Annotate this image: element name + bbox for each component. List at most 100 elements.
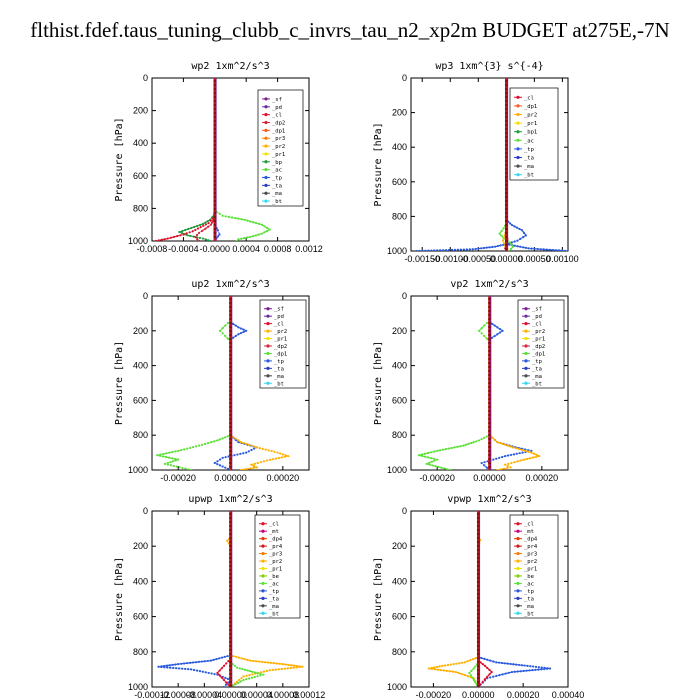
series-point-ac bbox=[437, 465, 440, 469]
series-point-pr2 bbox=[454, 670, 457, 674]
series-point-ac bbox=[249, 235, 252, 239]
zero-profile-point bbox=[504, 147, 508, 151]
series-point-tp bbox=[418, 249, 421, 251]
legend-marker bbox=[261, 596, 265, 600]
series-point-ac bbox=[224, 436, 227, 439]
zero-profile-point bbox=[213, 215, 217, 219]
series-point-ac bbox=[254, 234, 258, 237]
series-point-ac bbox=[246, 219, 249, 222]
series-point-pr2 bbox=[267, 449, 270, 452]
legend-entry: _ta bbox=[524, 156, 534, 162]
zero-profile-point bbox=[504, 115, 508, 119]
series-point-tp bbox=[500, 661, 504, 665]
zero-profile-point bbox=[476, 592, 480, 596]
series-point-pr2 bbox=[528, 457, 532, 460]
series-point-tp bbox=[172, 666, 175, 670]
series-point-ac bbox=[485, 321, 488, 325]
y-tick-label: 1000 bbox=[387, 246, 407, 256]
series-point-tp bbox=[163, 666, 166, 669]
zero-profile-point bbox=[229, 401, 232, 405]
zero-profile-point bbox=[229, 321, 232, 325]
series-line-tp bbox=[158, 519, 232, 687]
zero-profile-point bbox=[488, 429, 491, 433]
series-point-ac bbox=[172, 464, 175, 468]
legend-entry: _be bbox=[524, 574, 534, 580]
series-point-pr2 bbox=[441, 664, 444, 667]
series-point-tp bbox=[501, 455, 504, 459]
legend-entry: _sf bbox=[274, 307, 284, 313]
legend-marker bbox=[516, 596, 520, 600]
zero-profile-point bbox=[476, 600, 480, 604]
y-axis-label: Pressure [hPa] bbox=[373, 557, 384, 641]
series-point-pr2 bbox=[439, 668, 443, 672]
legend-entry: _ma bbox=[524, 164, 534, 170]
series-point-pr2 bbox=[252, 464, 256, 468]
zero-profile-point bbox=[504, 239, 508, 243]
zero-profile-point bbox=[229, 576, 232, 580]
series-point-tp bbox=[497, 661, 501, 664]
series-point-ac bbox=[235, 239, 238, 241]
zero-profile-point bbox=[476, 668, 480, 672]
series-point-ac bbox=[440, 466, 443, 469]
series-point-pr2 bbox=[280, 456, 284, 459]
legend-marker bbox=[524, 322, 528, 326]
series-point-tp bbox=[516, 245, 519, 248]
series-point-ac bbox=[207, 441, 210, 445]
legend: _cl_mt _dp4_pr4 _pr3_pr2 _pr1_be_ac _tp_ta _m… bbox=[254, 514, 301, 619]
zero-profile-point bbox=[229, 301, 232, 305]
series-line-ac bbox=[418, 296, 491, 470]
series-point-pr2 bbox=[535, 455, 538, 458]
series-point-ac bbox=[472, 667, 475, 670]
series-point-cl bbox=[199, 226, 202, 229]
series-group bbox=[417, 296, 542, 470]
series-point-tp bbox=[489, 659, 492, 662]
legend-entry: _ac bbox=[272, 168, 282, 174]
series-point-tp bbox=[523, 664, 526, 667]
zero-profile-point bbox=[213, 211, 217, 215]
zero-profile-point bbox=[504, 99, 508, 103]
zero-profile-point bbox=[504, 123, 508, 127]
legend-marker bbox=[516, 544, 520, 548]
series-point-pr2 bbox=[246, 658, 249, 661]
series-point-tp bbox=[510, 241, 514, 244]
zero-profile-point bbox=[476, 560, 480, 564]
series-point-tp bbox=[495, 661, 498, 664]
series-point-tp bbox=[459, 248, 462, 251]
series-point-pr2 bbox=[449, 663, 452, 666]
series-point-tp bbox=[519, 245, 522, 248]
series-point-tp bbox=[237, 441, 240, 444]
zero-profile-point bbox=[488, 381, 491, 385]
zero-profile-point bbox=[488, 405, 491, 409]
zero-profile-point bbox=[476, 540, 480, 544]
x-tick-label: 0.00000 bbox=[214, 473, 247, 483]
zero-profile-point bbox=[229, 512, 232, 516]
legend-entry: _sf bbox=[272, 97, 282, 103]
series-point-bp bbox=[206, 220, 209, 223]
zero-profile-point bbox=[488, 409, 491, 413]
series-point-tp bbox=[498, 331, 502, 334]
series-point-ac bbox=[259, 674, 262, 677]
series-point-dp2 bbox=[194, 235, 197, 239]
series-point-pr2 bbox=[232, 654, 235, 658]
series-point-ac bbox=[177, 449, 180, 452]
series-point-tp bbox=[168, 664, 171, 667]
series-point-tp bbox=[221, 456, 224, 459]
series-point-tp bbox=[245, 329, 248, 332]
series-point-pr2 bbox=[438, 665, 441, 668]
series-point-ac bbox=[234, 683, 237, 686]
zero-profile-point bbox=[229, 461, 232, 465]
zero-profile-point bbox=[213, 175, 217, 179]
series-point-pr2 bbox=[427, 667, 431, 670]
series-point-tp bbox=[522, 669, 525, 673]
zero-profile-point bbox=[213, 187, 217, 191]
zero-profile-point bbox=[229, 660, 232, 664]
series-point-ac bbox=[232, 684, 235, 687]
series-point-cl bbox=[488, 673, 491, 676]
legend-marker bbox=[266, 314, 270, 318]
zero-profile-point bbox=[229, 628, 232, 632]
legend-entry: _cl bbox=[524, 95, 534, 101]
series-point-pr2 bbox=[538, 454, 541, 458]
zero-profile-point bbox=[476, 564, 480, 568]
zero-profile-point bbox=[476, 684, 480, 687]
series-point-cl bbox=[185, 232, 188, 235]
